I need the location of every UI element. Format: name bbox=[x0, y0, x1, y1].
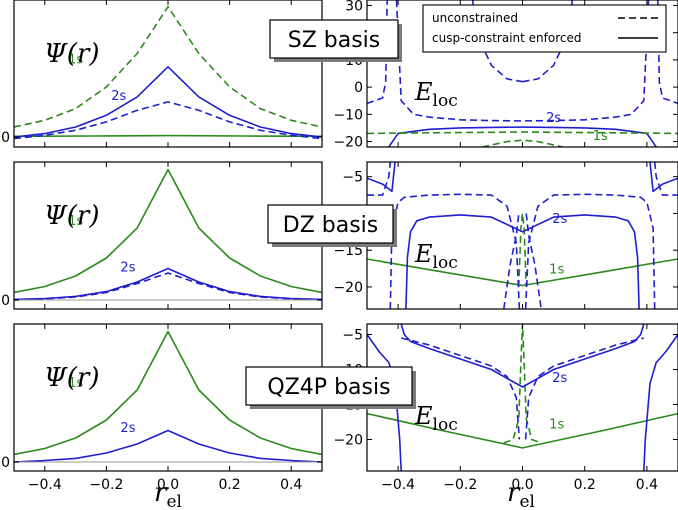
series-2s-solid bbox=[14, 267, 322, 301]
series-2s-dashed bbox=[14, 272, 322, 301]
series-tag-1s: 1s bbox=[68, 52, 83, 67]
series-2s-solid bbox=[14, 429, 322, 463]
series-2s-dashed bbox=[367, 162, 392, 196]
series-2s-dashed bbox=[653, 162, 678, 196]
series-1s-solid bbox=[14, 330, 322, 456]
xtick-label: −0.4 bbox=[28, 477, 62, 493]
ytick-label: 0 bbox=[1, 293, 10, 309]
series-tag-1s: 1s bbox=[68, 214, 83, 229]
series-2s-dashed bbox=[524, 193, 656, 309]
axes-frame bbox=[366, 161, 678, 310]
xtick-label: 0.0 bbox=[511, 477, 533, 493]
ytick-label: −5 bbox=[342, 328, 363, 344]
series-tag-1s: 1s bbox=[549, 417, 564, 432]
series-2s-solid bbox=[643, 334, 678, 471]
series-2s-dashed bbox=[401, 337, 521, 440]
legend-label-1: cusp-constraint enforced bbox=[432, 31, 581, 45]
ytick-label: 0 bbox=[1, 130, 10, 146]
xtick-label: −0.2 bbox=[89, 477, 123, 493]
series-tag-2s: 2s bbox=[120, 261, 135, 276]
series-tag-2s: 2s bbox=[552, 371, 567, 386]
ytick-label: −15 bbox=[333, 243, 363, 259]
series-2s-dashed bbox=[367, 0, 388, 105]
basis-label-sz-psi: SZ basis bbox=[269, 19, 402, 62]
series-2s-dashed bbox=[525, 213, 542, 309]
basis-label-box bbox=[267, 204, 394, 244]
ylabel-psi: Ψ(r) bbox=[44, 363, 100, 393]
series-2s-solid bbox=[400, 324, 645, 388]
series-group bbox=[14, 5, 322, 140]
series-group bbox=[14, 330, 322, 463]
basis-label-qz4p-psi: QZ4P basis bbox=[245, 366, 416, 409]
ytick-label: 0 bbox=[1, 455, 10, 471]
panel-sz-psi: 0 1s 2s Ψ(r) bbox=[1, 0, 323, 148]
series-tag-2s: 2s bbox=[120, 421, 135, 436]
basis-label-text: SZ basis bbox=[288, 28, 381, 53]
ylabel-psi: Ψ(r) bbox=[44, 201, 100, 231]
ylabel-eloc: Eloc bbox=[414, 402, 458, 435]
series-tag-1s: 1s bbox=[549, 263, 564, 278]
series-1s-dashed bbox=[14, 5, 322, 128]
series-2s-dashed bbox=[471, 0, 523, 83]
series-1s-dashed bbox=[518, 212, 527, 287]
series-1s-dashed bbox=[367, 131, 678, 135]
ytick-label: −20 bbox=[333, 433, 363, 449]
basis-label-box bbox=[269, 19, 399, 59]
series-2s-solid bbox=[388, 126, 657, 147]
series-tag-2s: 2s bbox=[552, 212, 567, 227]
basis-label-dz-psi: DZ basis bbox=[267, 204, 397, 247]
basis-label-text: QZ4P basis bbox=[267, 375, 390, 400]
series-1s-dashed bbox=[481, 139, 564, 147]
legend-box bbox=[422, 4, 667, 53]
ylabel-eloc: Eloc bbox=[414, 78, 458, 111]
series-2s-dashed bbox=[14, 101, 322, 140]
series-1s-dashed bbox=[503, 324, 542, 444]
ytick-label: −20 bbox=[333, 280, 363, 296]
series-1s-solid bbox=[14, 168, 322, 294]
series-2s-solid bbox=[367, 162, 396, 193]
ytick-label: −5 bbox=[342, 170, 363, 186]
ytick-label: 30 bbox=[345, 0, 363, 14]
series-group bbox=[367, 0, 678, 147]
legend: unconstrained cusp-constraint enforced bbox=[422, 4, 667, 53]
series-2s-solid bbox=[405, 214, 640, 309]
series-2s-dashed bbox=[524, 337, 644, 440]
series-tag-2s: 2s bbox=[111, 89, 126, 104]
series-tag-2s: 2s bbox=[546, 111, 561, 126]
panel-qz4p-psi: 0 −0.4 −0.2 0.0 0.2 0.4 1s 2s Ψ(r) bbox=[1, 323, 323, 493]
series-tag-1s: 1s bbox=[68, 376, 83, 391]
xtick-label: 0.2 bbox=[574, 477, 596, 493]
ylabel-psi: Ψ(r) bbox=[44, 39, 100, 69]
series-1s-solid bbox=[367, 258, 678, 287]
xtick-label: 0.4 bbox=[280, 477, 302, 493]
legend-label-0: unconstrained bbox=[432, 11, 518, 25]
basis-label-text: DZ basis bbox=[283, 213, 379, 238]
xtick-label: 0.4 bbox=[636, 477, 658, 493]
series-2s-solid bbox=[14, 66, 322, 138]
ytick-label: −10 bbox=[333, 107, 363, 123]
series-2s-dashed bbox=[503, 213, 520, 309]
series-tag-1s: 1s bbox=[593, 129, 608, 144]
series-2s-dashed bbox=[389, 193, 521, 309]
xtick-label: 0.0 bbox=[157, 477, 179, 493]
ytick-label: −20 bbox=[333, 135, 363, 151]
series-2s-solid bbox=[649, 162, 678, 193]
series-2s-dashed bbox=[657, 0, 678, 105]
xtick-label: −0.4 bbox=[381, 477, 415, 493]
series-1s-solid bbox=[367, 412, 678, 449]
xtick-label: 0.2 bbox=[218, 477, 240, 493]
series-group bbox=[14, 168, 322, 301]
xtick-label: −0.2 bbox=[443, 477, 477, 493]
series-group bbox=[367, 162, 678, 309]
basis-label-box bbox=[245, 366, 413, 406]
ytick-label: 0 bbox=[354, 80, 363, 96]
series-1s-solid bbox=[14, 134, 322, 138]
